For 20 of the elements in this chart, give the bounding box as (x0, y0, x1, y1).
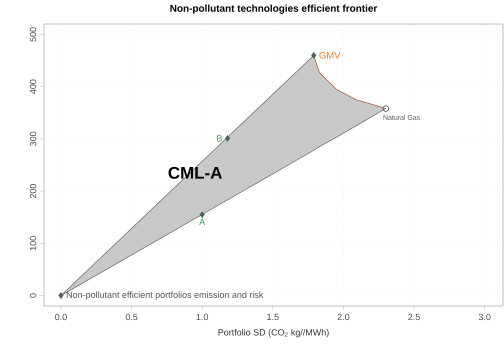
y-tick-label: 500 (30, 27, 36, 42)
x-tick-label: 2.0 (338, 314, 350, 320)
annotation: B (217, 135, 222, 142)
y-tick-label: 300 (30, 132, 36, 146)
x-tick-label: 0.0 (55, 314, 67, 320)
x-tick-label: 3.0 (478, 314, 491, 320)
y-tick-label: 100 (30, 236, 36, 250)
annotation: GMV (319, 52, 340, 59)
x-tick-label: 1.5 (267, 314, 279, 320)
annotation: Non-pollutant efficient portfolios emission and risk (66, 291, 264, 300)
y-tick-label: 200 (30, 184, 36, 198)
annotation: A (199, 218, 206, 225)
x-axis-title: Portfolio SD (CO$_{2}$ kg//MWh) (218, 328, 329, 338)
chart-title: Non-pollutant technologies efficient frontier (170, 4, 378, 14)
y-tick-label: 400 (30, 80, 36, 94)
x-tick-label: 2.5 (408, 314, 420, 320)
y-tick-label: 0 (30, 293, 36, 298)
annotation: CML-A (168, 166, 222, 179)
x-tick-label: 0.5 (126, 314, 138, 320)
x-tick-label: 1.0 (196, 314, 208, 320)
